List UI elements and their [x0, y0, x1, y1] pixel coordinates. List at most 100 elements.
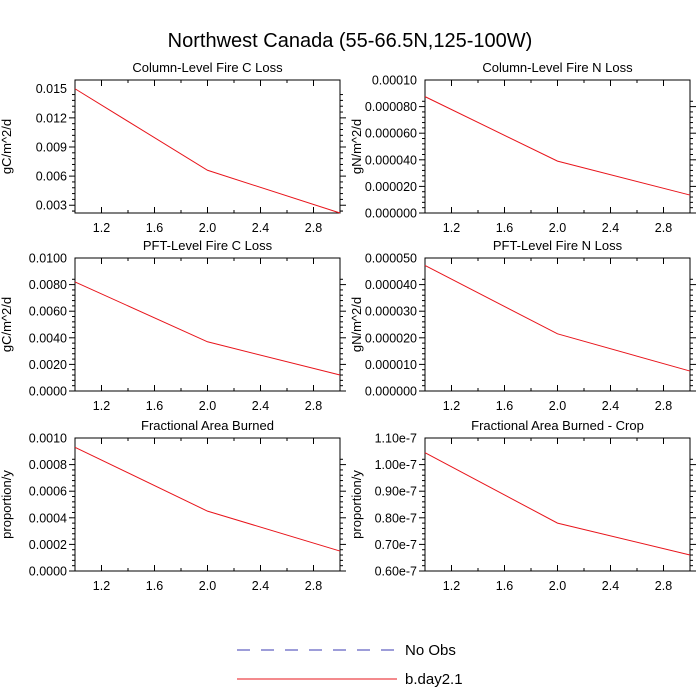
x-tick-label: 1.6: [146, 221, 163, 235]
panel-title: Column-Level Fire N Loss: [482, 60, 633, 75]
y-axis-label: gC/m^2/d: [0, 119, 14, 174]
x-tick-label: 1.2: [93, 221, 110, 235]
y-tick-label: 0.000020: [365, 331, 417, 345]
y-tick-label: 0.70e-7: [375, 538, 417, 552]
y-tick-label: 0.012: [36, 111, 67, 125]
y-tick-label: 0.000040: [365, 153, 417, 167]
plot-frame: [424, 257, 691, 392]
panel-title: Fractional Area Burned: [141, 418, 274, 433]
x-tick-label: 2.8: [655, 221, 672, 235]
y-tick-label: 0.0002: [29, 538, 67, 552]
y-tick-label: 0.0100: [29, 252, 67, 266]
series-line-1: [74, 446, 341, 552]
x-tick-label: 1.6: [496, 221, 513, 235]
legend-item-2: b.day2.1: [237, 671, 463, 688]
chart-panel-6: Fractional Area Burned - Crop 1.2 1.6 2.0 2.…: [349, 418, 696, 593]
y-tick-label: 0.000060: [365, 127, 417, 141]
series-line-1: [74, 88, 341, 214]
series-line-1: [74, 281, 341, 376]
x-tick-label: 1.2: [443, 399, 460, 413]
chart-panel-2: Column-Level Fire N Loss 1.2 1.6 2.0 2.4 2.8 0…: [349, 60, 696, 235]
figure-title: Northwest Canada (55-66.5N,125-100W): [168, 30, 533, 52]
legend-item-1: No Obs: [237, 642, 456, 659]
chart-panel-1: Column-Level Fire C Loss 1.2 1.6 2.0 2.4 2.8 0…: [0, 60, 346, 235]
y-axis-label: gN/m^2/d: [349, 297, 364, 352]
y-tick-label: 0.0080: [29, 278, 67, 292]
y-tick-label: 1.00e-7: [375, 458, 417, 472]
x-tick-label: 2.0: [549, 399, 566, 413]
x-tick-label: 1.6: [496, 579, 513, 593]
y-axis-label: gC/m^2/d: [0, 297, 14, 352]
series-line-1: [424, 452, 691, 556]
y-tick-label: 0.000000: [365, 207, 417, 221]
x-tick-label: 2.0: [549, 579, 566, 593]
x-tick-label: 2.4: [252, 221, 269, 235]
x-tick-label: 2.4: [602, 221, 619, 235]
y-tick-label: 0.000020: [365, 180, 417, 194]
chart-panel-5: Fractional Area Burned 1.2 1.6 2.0 2.4 2.8 0.0…: [0, 418, 346, 593]
panel-title: PFT-Level Fire C Loss: [143, 238, 273, 253]
y-tick-label: 0.000080: [365, 100, 417, 114]
y-tick-label: 0.000000: [365, 385, 417, 399]
x-tick-label: 2.0: [549, 221, 566, 235]
y-tick-label: 0.80e-7: [375, 511, 417, 525]
x-tick-label: 1.2: [443, 579, 460, 593]
series-line-1: [424, 265, 691, 372]
y-tick-label: 0.009: [36, 140, 67, 154]
plot-frame: [74, 79, 341, 214]
x-tick-label: 2.0: [199, 399, 216, 413]
y-axis-label: proportion/y: [0, 470, 14, 539]
legend-label: b.day2.1: [405, 671, 463, 688]
x-tick-label: 2.0: [199, 579, 216, 593]
x-tick-label: 2.8: [655, 399, 672, 413]
y-tick-label: 0.60e-7: [375, 565, 417, 579]
x-tick-label: 2.4: [252, 579, 269, 593]
y-tick-label: 0.000040: [365, 278, 417, 292]
panel-title: Fractional Area Burned - Crop: [471, 418, 644, 433]
y-tick-label: 0.90e-7: [375, 485, 417, 499]
x-tick-label: 2.0: [199, 221, 216, 235]
y-tick-label: 0.015: [36, 82, 67, 96]
legend-label: No Obs: [405, 642, 456, 659]
x-tick-label: 1.2: [443, 221, 460, 235]
y-tick-label: 1.10e-7: [375, 432, 417, 446]
y-tick-label: 0.0020: [29, 358, 67, 372]
plot-frame: [424, 437, 691, 572]
y-tick-label: 0.003: [36, 199, 67, 213]
y-tick-label: 0.006: [36, 170, 67, 184]
x-tick-label: 1.2: [93, 579, 110, 593]
x-tick-label: 2.8: [305, 221, 322, 235]
x-tick-label: 2.4: [602, 399, 619, 413]
y-tick-label: 0.0006: [29, 485, 67, 499]
x-tick-label: 1.6: [146, 579, 163, 593]
x-tick-label: 1.6: [496, 399, 513, 413]
x-tick-label: 2.8: [305, 579, 322, 593]
x-tick-label: 2.4: [252, 399, 269, 413]
y-tick-label: 0.0008: [29, 458, 67, 472]
plot-frame: [74, 437, 341, 572]
y-tick-label: 0.00010: [372, 74, 417, 88]
x-tick-label: 2.8: [655, 579, 672, 593]
y-tick-label: 0.000010: [365, 358, 417, 372]
x-tick-label: 1.6: [146, 399, 163, 413]
panel-title: PFT-Level Fire N Loss: [493, 238, 623, 253]
chart-panel-3: PFT-Level Fire C Loss 1.2 1.6 2.0 2.4 2.8 0.00…: [0, 238, 346, 413]
y-tick-label: 0.0010: [29, 432, 67, 446]
plot-frame: [424, 79, 691, 214]
y-tick-label: 0.000050: [365, 252, 417, 266]
legend: No Obs b.day2.1: [237, 642, 463, 688]
y-axis-label: gN/m^2/d: [349, 119, 364, 174]
y-tick-label: 0.000030: [365, 305, 417, 319]
plot-frame: [74, 257, 341, 392]
y-tick-label: 0.0040: [29, 331, 67, 345]
x-tick-label: 1.2: [93, 399, 110, 413]
y-axis-label: proportion/y: [349, 470, 364, 539]
x-tick-label: 2.4: [602, 579, 619, 593]
y-tick-label: 0.0000: [29, 565, 67, 579]
chart-panel-4: PFT-Level Fire N Loss 1.2 1.6 2.0 2.4 2.8 0.00…: [349, 238, 696, 413]
panels: Column-Level Fire C Loss 1.2 1.6 2.0 2.4 2.8 0…: [0, 60, 696, 593]
y-tick-label: 0.0000: [29, 385, 67, 399]
x-tick-label: 2.8: [305, 399, 322, 413]
y-tick-label: 0.0060: [29, 305, 67, 319]
